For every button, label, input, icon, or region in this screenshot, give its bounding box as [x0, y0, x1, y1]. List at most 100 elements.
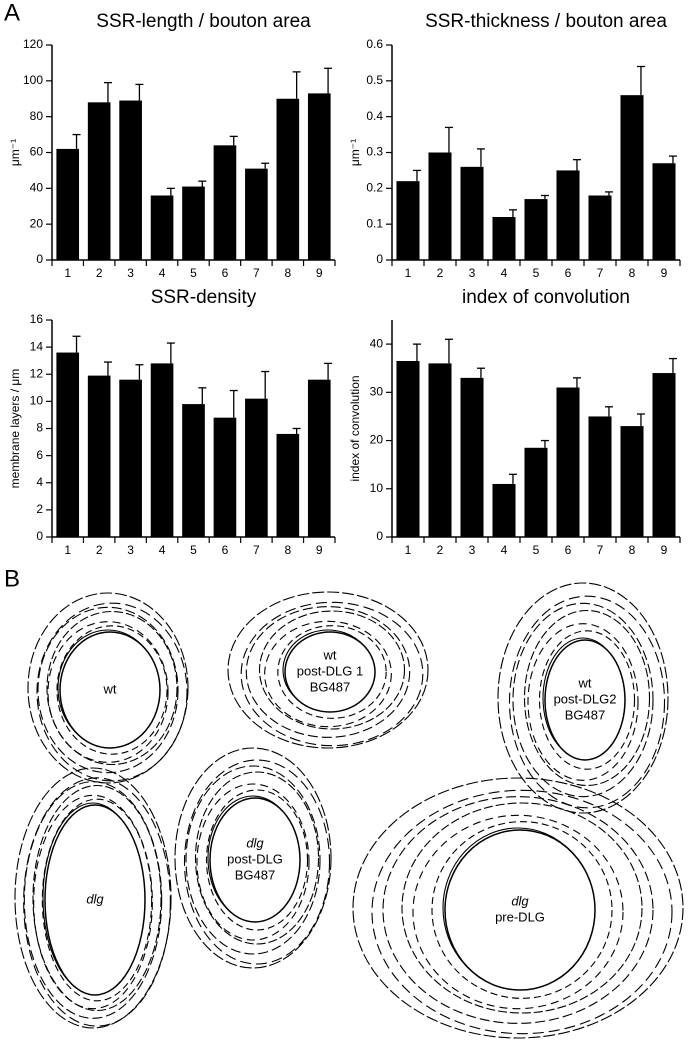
membrane-ring: [23, 781, 163, 1019]
x-tick-label: 7: [253, 266, 260, 280]
x-tick-label: 6: [565, 266, 572, 280]
bar: [245, 168, 268, 260]
error-bar: [412, 169, 421, 182]
drawing-label: dlg: [511, 893, 529, 908]
membrane-ring: [37, 606, 179, 774]
membrane-ring: [508, 595, 666, 809]
bouton: [544, 639, 626, 761]
error-bar: [72, 335, 81, 353]
y-tick-label: 0.4: [366, 109, 383, 123]
membrane-ring: [258, 610, 406, 730]
x-tick-label: 9: [316, 543, 323, 557]
bar: [492, 483, 516, 537]
bar: [56, 352, 80, 537]
membrane-ring: [523, 609, 651, 787]
bar: [150, 363, 174, 537]
x-tick-label: 3: [469, 266, 476, 280]
y-tick-label: 40: [30, 181, 44, 195]
error-bar: [636, 65, 645, 96]
y-tick-label: 0.1: [366, 216, 383, 230]
bar: [428, 363, 452, 537]
error-bar: [508, 209, 517, 217]
y-axis-label: membrane layers / μm: [8, 369, 22, 489]
x-tick-label: 3: [127, 266, 134, 280]
y-tick-label: 0.2: [366, 181, 383, 195]
drawing-label: dlg: [246, 835, 264, 850]
drawing-label: post-DLG 1: [297, 663, 363, 678]
membrane-ring: [56, 625, 168, 755]
bar: [620, 426, 644, 537]
drawings-art: [14, 582, 684, 1039]
membrane-ring: [185, 765, 321, 955]
error-bar: [103, 81, 112, 103]
y-tick-label: 12: [30, 366, 44, 380]
drawing-label: BG487: [565, 707, 605, 722]
error-bar: [229, 389, 238, 418]
y-tick-label: 20: [370, 433, 384, 447]
y-tick-label: 40: [370, 336, 384, 350]
membrane-ring: [33, 794, 153, 1010]
bar: [276, 433, 300, 537]
bar: [245, 398, 268, 537]
error-bar: [261, 370, 270, 399]
y-tick-label: 6: [36, 448, 43, 462]
membrane-ring: [371, 789, 673, 1035]
membrane-ring: [32, 784, 162, 1012]
membrane-ring: [46, 610, 178, 766]
x-tick-label: 6: [222, 266, 229, 280]
membrane-ring: [14, 767, 172, 1029]
chart-title: SSR-density: [151, 287, 257, 308]
bar: [276, 98, 300, 260]
y-tick-label: 0.6: [366, 37, 383, 51]
x-tick-label: 5: [533, 543, 540, 557]
drawing-label: post-DLG: [227, 851, 283, 866]
y-tick-label: 0: [376, 252, 383, 266]
membrane-ring: [196, 783, 310, 941]
drawing-label: BG487: [310, 679, 350, 694]
bar: [119, 100, 142, 261]
x-tick-label: 7: [597, 266, 604, 280]
x-tick-label: 2: [437, 266, 444, 280]
y-tick-label: 10: [370, 481, 384, 495]
bouton: [209, 797, 301, 923]
error-bar: [572, 159, 581, 171]
error-bar: [476, 367, 485, 378]
bar: [556, 170, 580, 260]
membrane-ring: [245, 606, 411, 738]
drawing-label: dlg: [86, 891, 104, 906]
x-tick-label: 1: [64, 266, 71, 280]
error-bar: [540, 194, 549, 200]
membrane-ring: [512, 602, 654, 798]
error-bar: [444, 126, 453, 153]
error-bar: [444, 338, 453, 364]
membrane-ring: [497, 582, 669, 814]
y-tick-label: 20: [30, 216, 44, 230]
drawing-label: wt: [323, 647, 337, 662]
error-bar: [198, 180, 207, 187]
x-tick-label: 2: [437, 543, 444, 557]
drawing-label: BG487: [235, 867, 275, 882]
y-tick-label: 10: [30, 394, 44, 408]
y-tick-label: 2: [36, 502, 43, 516]
membrane-ring: [47, 621, 169, 763]
y-tick-label: 120: [23, 37, 43, 51]
membrane-ring: [412, 814, 624, 1010]
bar: [87, 375, 111, 537]
y-tick-label: 0: [36, 252, 43, 266]
bar: [460, 377, 484, 537]
bar: [588, 195, 612, 260]
bar: [213, 145, 237, 260]
membrane-ring: [240, 601, 424, 747]
membrane-ring: [23, 777, 171, 1027]
membrane-ring: [41, 798, 153, 1002]
bar: [652, 373, 676, 537]
y-tick-label: 8: [36, 421, 43, 435]
x-tick-label: 8: [629, 266, 636, 280]
bouton: [284, 631, 376, 713]
y-tick-label: 0: [376, 529, 383, 543]
y-tick-label: 4: [36, 475, 43, 489]
error-bar: [412, 343, 421, 361]
bar: [428, 152, 452, 260]
membrane-ring: [431, 821, 613, 999]
error-bar: [604, 406, 613, 417]
